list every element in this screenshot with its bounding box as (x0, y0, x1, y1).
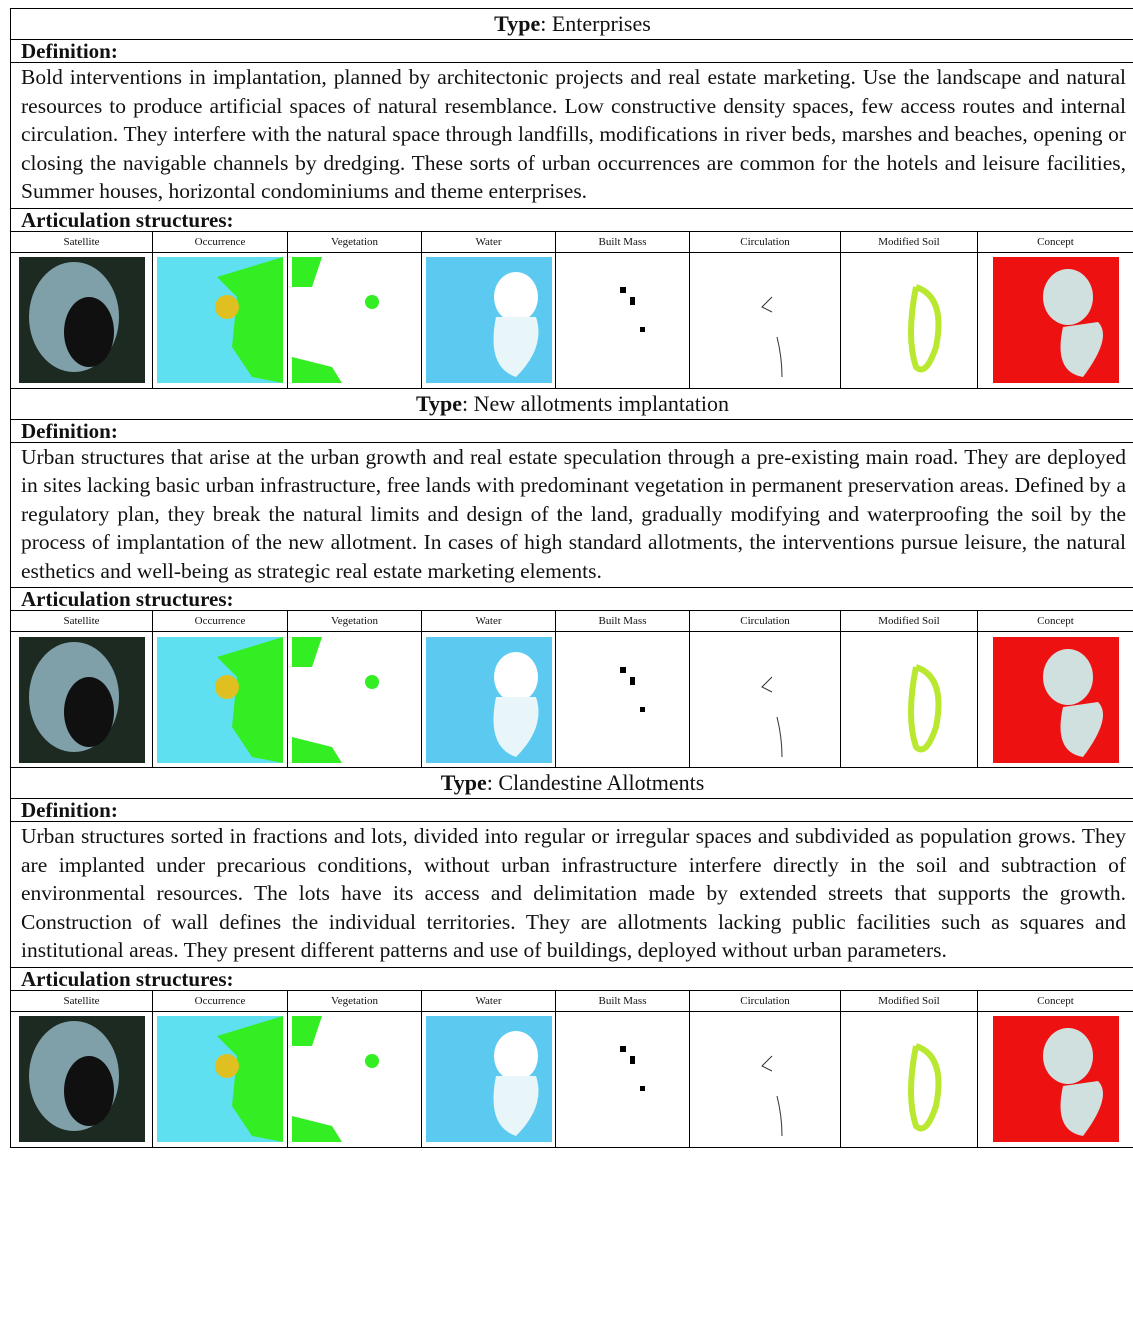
thumbnail-image (702, 257, 828, 383)
column-header: Built Mass (556, 611, 690, 631)
thumbnail (978, 253, 1133, 388)
type-row: Type: New allotments implantation (11, 389, 1133, 420)
articulation-heading: Articulation structures: (11, 588, 1133, 611)
thumbnail (841, 1011, 978, 1147)
thumbnail (11, 1011, 153, 1147)
column-headers: Satellite Occurrence Vegetation Water Built … (11, 611, 1133, 632)
type-label: Type (440, 770, 487, 795)
thumbnail-image (702, 636, 828, 763)
type-name: : Clandestine Allotments (486, 770, 705, 795)
thumbnail (153, 632, 288, 767)
thumbnail-image (291, 1016, 418, 1142)
thumbnail-image (559, 257, 686, 383)
thumbnail-image (425, 636, 552, 763)
type-name: : Enterprises (540, 11, 651, 36)
column-header: Circulation (690, 611, 841, 631)
thumbnail (288, 632, 422, 767)
thumbnail-image (992, 636, 1119, 763)
column-header: Modified Soil (841, 990, 978, 1011)
thumbnail-image (559, 636, 686, 763)
column-header: Vegetation (288, 231, 422, 252)
type-name: : New allotments implantation (462, 390, 730, 416)
column-header: Modified Soil (841, 611, 978, 631)
thumbnail-image (846, 636, 972, 763)
column-header: Occurrence (153, 990, 288, 1011)
column-headers: Satellite Occurrence Vegetation Water Built … (11, 990, 1133, 1012)
column-header: Concept (978, 991, 1133, 1011)
column-header: Satellite (11, 231, 153, 252)
thumbnail (841, 252, 978, 388)
thumbnail (11, 252, 153, 388)
thumbnail (978, 632, 1133, 767)
thumbnail (556, 252, 690, 388)
thumbnail-image (157, 636, 283, 763)
column-headers: Satellite Occurrence Vegetation Water Built … (11, 231, 1133, 253)
definition-text: Urban structures that arise at the urban… (11, 443, 1133, 588)
thumbnail (556, 632, 690, 767)
articulation-heading: Articulation structures: (11, 209, 1133, 232)
thumbnail-image (992, 257, 1119, 383)
definition-heading: Definition: (11, 799, 1133, 822)
column-header: Water (422, 990, 556, 1011)
thumbnail (556, 1011, 690, 1147)
articulation-heading: Articulation structures: (11, 968, 1133, 991)
thumbnail (690, 252, 841, 388)
thumbnail-image (559, 1016, 686, 1142)
column-header: Occurrence (153, 611, 288, 631)
thumbnail-image (992, 1016, 1119, 1142)
thumbnail-image (157, 257, 283, 383)
thumbnails (11, 1011, 1133, 1148)
thumbnail-image (18, 636, 145, 763)
thumbnail (422, 252, 556, 388)
thumbnail-image (18, 1016, 145, 1142)
thumbnail-image (157, 1016, 283, 1142)
thumbnail (422, 632, 556, 767)
thumbnail-image (18, 257, 145, 383)
column-header: Vegetation (288, 990, 422, 1011)
definition-heading: Definition: (11, 40, 1133, 63)
column-header: Concept (978, 232, 1133, 252)
type-row: Type: Enterprises (11, 9, 1133, 40)
thumbnail (153, 252, 288, 388)
document: Type: Enterprises Definition: Bold interve… (10, 8, 1133, 1148)
column-header: Occurrence (153, 231, 288, 252)
column-header: Concept (978, 611, 1133, 631)
type-label: Type (415, 390, 463, 416)
thumbnail (978, 1012, 1133, 1147)
thumbnails (11, 252, 1133, 389)
column-header: Water (422, 231, 556, 252)
thumbnail (288, 252, 422, 388)
thumbnail-image (846, 1016, 972, 1142)
column-header: Satellite (11, 990, 153, 1011)
thumbnail-image (425, 1016, 552, 1142)
column-header: Modified Soil (841, 231, 978, 252)
column-header: Vegetation (288, 611, 422, 631)
definition-heading: Definition: (11, 420, 1133, 443)
thumbnail-image (291, 257, 418, 383)
thumbnail (288, 1011, 422, 1147)
thumbnail-image (291, 636, 418, 763)
type-row: Type: Clandestine Allotments (11, 768, 1133, 799)
thumbnail (690, 632, 841, 767)
thumbnail (11, 632, 153, 767)
column-header: Built Mass (556, 231, 690, 252)
thumbnail (841, 632, 978, 767)
column-header: Circulation (690, 231, 841, 252)
thumbnail (153, 1011, 288, 1147)
thumbnails (11, 632, 1133, 768)
column-header: Circulation (690, 990, 841, 1011)
definition-text: Bold interventions in implantation, plan… (11, 63, 1133, 209)
thumbnail (422, 1011, 556, 1147)
thumbnail-image (846, 257, 972, 383)
thumbnail-image (425, 257, 552, 383)
definition-text: Urban structures sorted in fractions and… (11, 822, 1133, 968)
column-header: Water (422, 611, 556, 631)
column-header: Built Mass (556, 990, 690, 1011)
thumbnail (690, 1011, 841, 1147)
column-header: Satellite (11, 611, 153, 631)
type-label: Type (494, 11, 541, 36)
thumbnail-image (702, 1016, 828, 1142)
